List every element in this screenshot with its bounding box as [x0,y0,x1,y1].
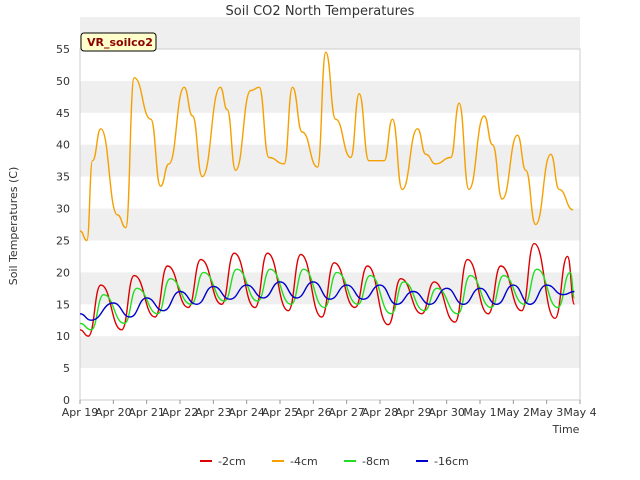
x-tick-label: Apr 28 [362,406,399,419]
legend-label: -4cm [290,455,318,468]
y-tick-label: 5 [63,362,70,375]
x-tick-label: Apr 19 [62,406,99,419]
station-badge-label: VR_soilco2 [87,36,153,49]
x-tick-label: Apr 20 [95,406,132,419]
grid-band [80,17,580,49]
series-line--4cm [79,51,574,242]
legend-label: -8cm [362,455,390,468]
y-axis-title: Soil Temperatures (C) [7,167,20,286]
y-tick-label: 25 [56,234,70,247]
grid-band [80,208,580,241]
y-tick-label: 45 [56,107,70,120]
x-tick-label: May 2 [497,406,530,419]
y-axis-ticks: 0 5 10 15 20 25 30 35 40 45 50 55 [56,43,70,407]
x-tick-label: Apr 26 [295,406,332,419]
legend-label: -16cm [434,455,469,468]
x-tick-label: Apr 30 [428,406,465,419]
x-tick-label: May 4 [563,406,596,419]
y-tick-label: 0 [63,394,70,407]
series-line--8cm [79,268,576,331]
x-tick-label: Apr 25 [262,406,299,419]
x-tick-label: May 1 [463,406,496,419]
y-tick-label: 30 [56,203,70,216]
x-tick-label: Apr 21 [128,406,165,419]
x-tick-label: Apr 29 [395,406,432,419]
x-tick-label: Apr 23 [195,406,232,419]
grid-band [80,336,580,369]
x-tick-label: Apr 22 [162,406,199,419]
y-tick-label: 55 [56,43,70,56]
y-tick-label: 20 [56,266,70,279]
y-tick-label: 10 [56,330,70,343]
grid-bands [80,17,580,400]
legend: -2cm -4cm -8cm -16cm [200,455,469,468]
x-axis-title: Time [552,423,580,436]
grid-band [80,80,580,113]
x-tick-label: Apr 24 [228,406,265,419]
x-tick-label: Apr 27 [328,406,365,419]
legend-label: -2cm [218,455,246,468]
y-tick-label: 40 [56,139,70,152]
station-badge-box [80,32,157,52]
x-tick-label: May 3 [530,406,563,419]
station-badge: VR_soilco2 [80,32,157,52]
series-layer [79,51,576,337]
plot-frame [79,48,581,401]
y-tick-label: 15 [56,298,70,311]
y-tick-label: 35 [56,171,70,184]
series-line--16cm [79,281,575,321]
series-line--2cm [79,242,576,337]
y-tick-label: 50 [56,75,70,88]
chart-title: Soil CO2 North Temperatures [226,4,415,19]
